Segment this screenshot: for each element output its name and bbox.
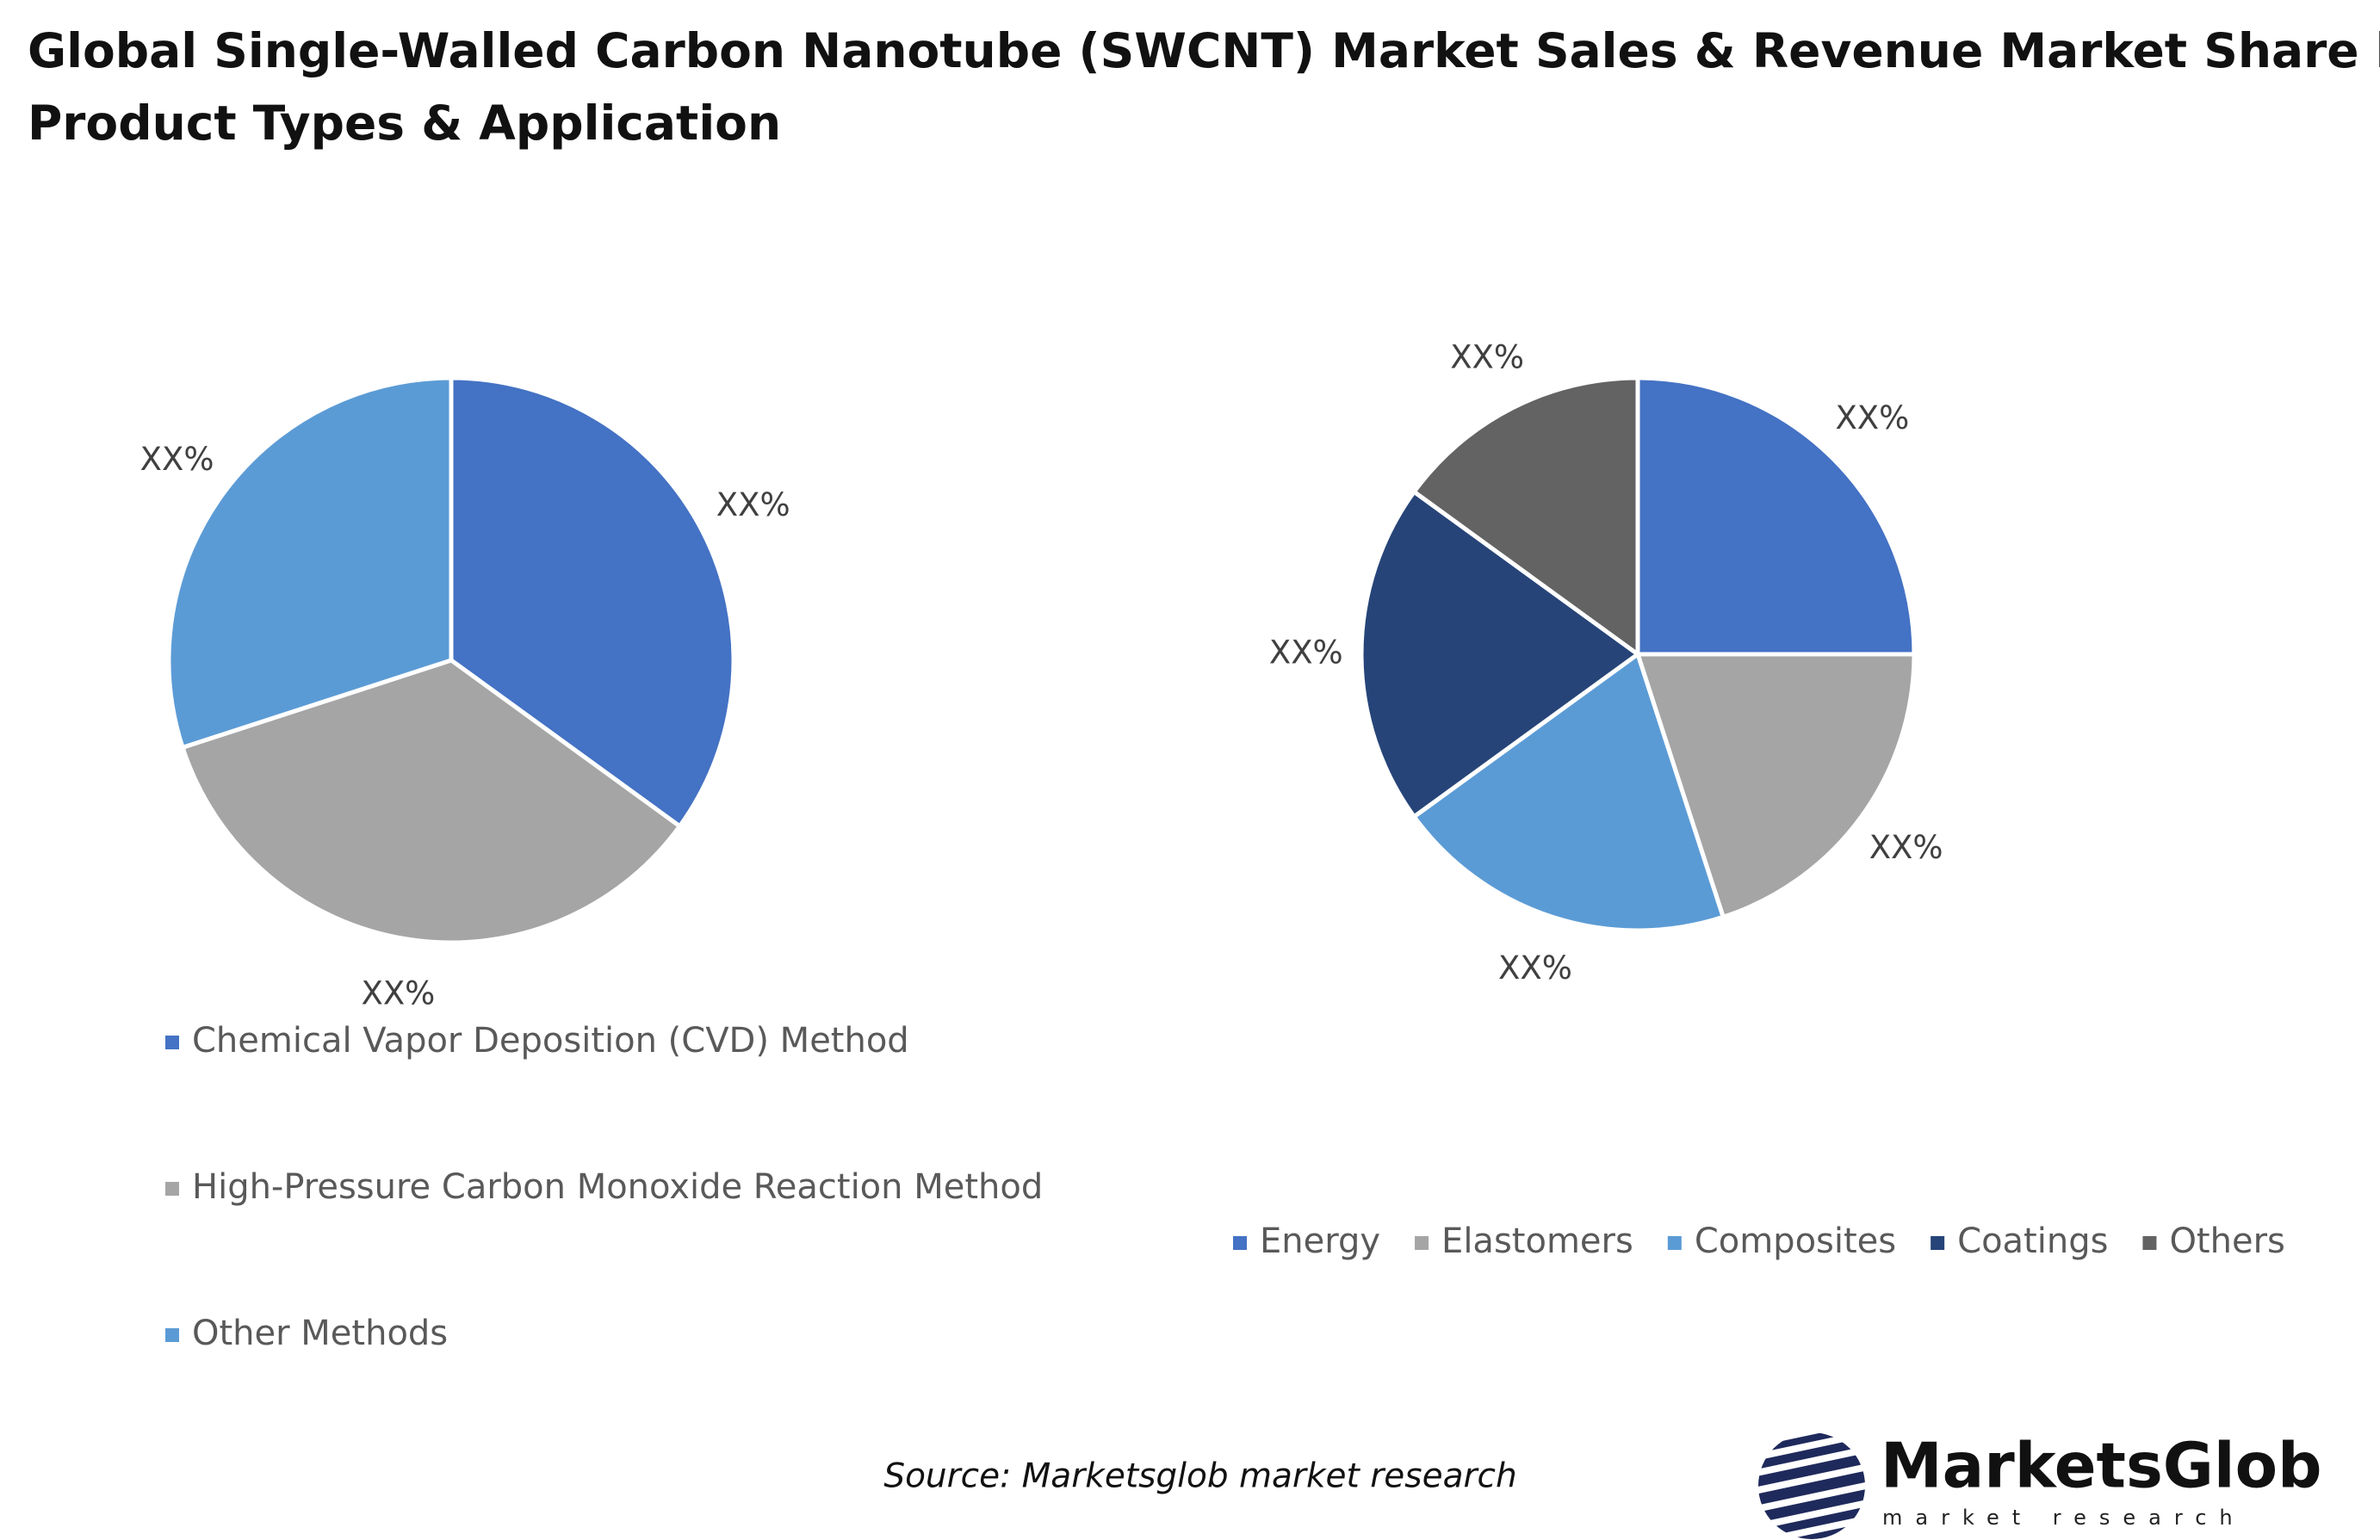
data-label: XX% [1269, 634, 1343, 671]
legend-marker [1415, 1236, 1429, 1250]
data-label: XX% [716, 486, 790, 523]
pie-slice [1634, 652, 1917, 920]
legend-marker [1667, 1236, 1682, 1250]
legend-marker [165, 1328, 179, 1342]
legend-marker [2142, 1236, 2157, 1250]
pie-slice [1359, 488, 1642, 820]
legend-marker [165, 1036, 179, 1049]
pie-slice [1410, 375, 1640, 659]
legend-marker [165, 1182, 179, 1196]
logo-icon [1758, 1432, 1865, 1539]
legend-label: Elastomers [1441, 1221, 1633, 1261]
pie-slice [1635, 375, 1917, 657]
legend-label: Energy [1260, 1221, 1380, 1261]
data-label: XX% [1869, 829, 1943, 866]
logo-tagline: market research [1882, 1506, 2246, 1530]
legend-label: Chemical Vapor Deposition (CVD) Method [192, 1021, 909, 1061]
title-line: Product Types & Application [28, 96, 781, 151]
legend-label: Others [2169, 1221, 2284, 1261]
pie-slice [449, 375, 736, 830]
data-label: XX% [1835, 399, 1909, 436]
pie-slice [179, 658, 683, 945]
legend-label: Coatings [1957, 1221, 2108, 1261]
title-line: Global Single-Walled Carbon Nanotube (SW… [28, 23, 2380, 78]
data-label: XX% [1498, 949, 1572, 986]
legend-marker [1931, 1236, 1945, 1250]
source: Source: Marketsglob market research [883, 1457, 1516, 1496]
data-label: XX% [140, 441, 214, 478]
pie-slice [1410, 650, 1726, 933]
legend-label: Other Methods [192, 1314, 448, 1353]
data-label: XX% [1450, 338, 1524, 375]
pie-slice [166, 375, 454, 751]
data-label: XX% [361, 974, 435, 1011]
legend-marker [1233, 1236, 1247, 1250]
logo-name: MarketsGlob [1881, 1430, 2322, 1502]
legend-label: High-Pressure Carbon Monoxide Reaction M… [192, 1167, 1043, 1207]
legend-label: Composites [1695, 1221, 1896, 1261]
